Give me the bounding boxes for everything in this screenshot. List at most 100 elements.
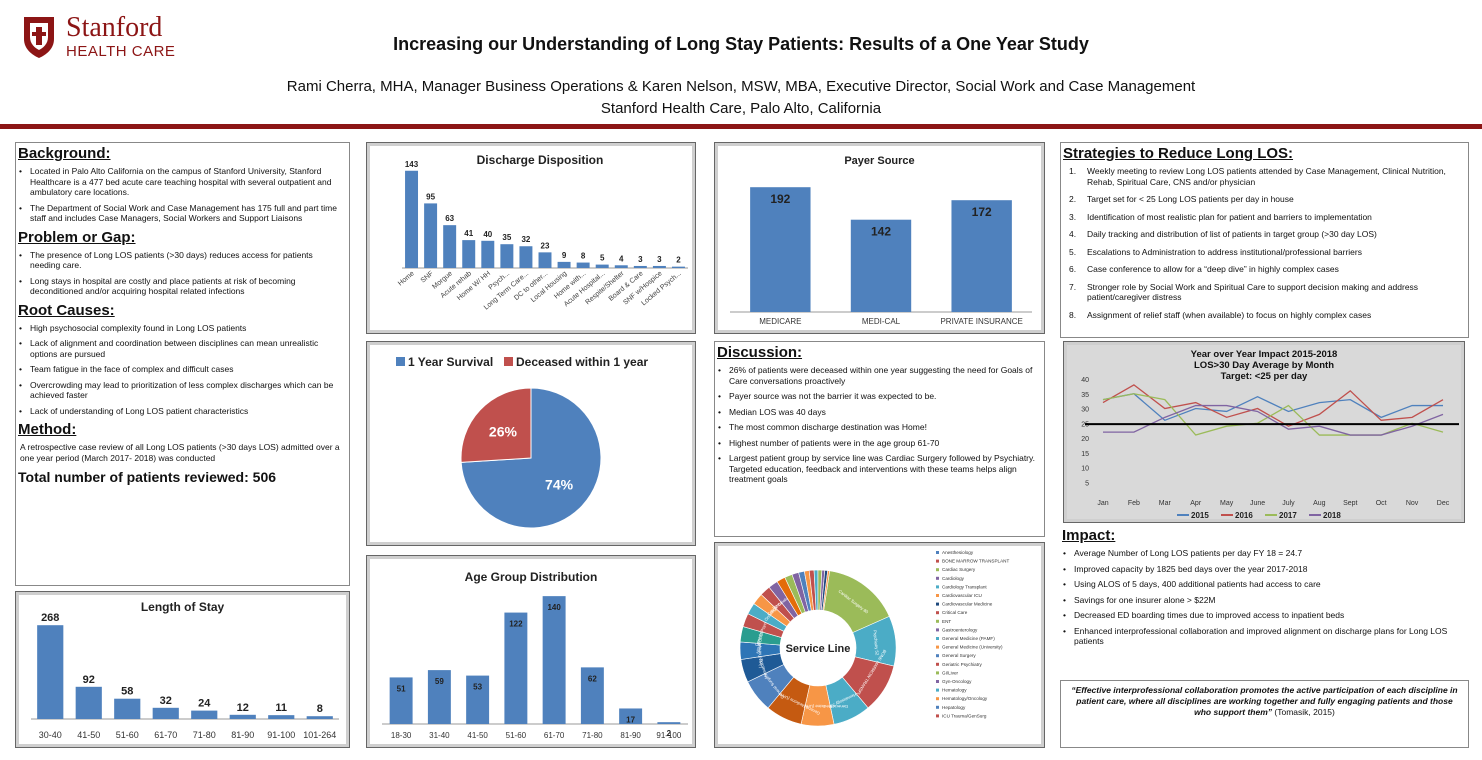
tick-label: 61-70 [544, 731, 565, 740]
bar [671, 266, 685, 268]
tick-label: Aug [1313, 500, 1326, 507]
data-label: 95 [426, 192, 435, 201]
legend-label: Cardiovascular ICU [942, 593, 982, 598]
list-item: 26% of patients were deceased within one… [717, 365, 1040, 386]
list-item: Average Number of Long LOS patients per … [1062, 548, 1465, 559]
logo-wordmark: Stanford [66, 12, 163, 43]
legend-swatch [936, 654, 939, 658]
tick-label: Dec [1437, 500, 1450, 507]
bar [850, 219, 912, 312]
discussion-panel: Discussion: 26% of patients were decease… [714, 341, 1045, 537]
list-item: 7. Stronger role by Social Work and Spiri… [1069, 281, 1419, 303]
list-item: The Department of Social Work and Case M… [18, 203, 345, 224]
data-label: 8 [581, 252, 586, 261]
bar [657, 722, 681, 724]
data-label: 23 [541, 241, 550, 250]
tick-label: 30 [1081, 407, 1089, 414]
tick-label: Mar [1159, 500, 1172, 507]
data-label: 172 [972, 205, 992, 219]
data-label: 32 [160, 695, 172, 707]
age-chart-panel: Age Group Distribution 51 18-30 59 31-40 53 41… [366, 555, 696, 748]
data-label: 268 [41, 612, 59, 624]
bar [619, 708, 643, 724]
problem-list: The presence of Long LOS patients (>30 d… [16, 250, 349, 297]
tick-label: Nov [1406, 500, 1419, 507]
data-label: 142 [871, 225, 891, 239]
slice-label: Liver Transplant 18 [757, 631, 763, 667]
legend-swatch [936, 576, 939, 580]
tick-label: 81-90 [620, 731, 641, 740]
data-label: 41 [464, 229, 473, 238]
bar [580, 667, 604, 724]
list-item: The most common discharge destination wa… [717, 422, 1040, 433]
legend-swatch [504, 357, 513, 366]
tick-label: 61-70 [154, 730, 177, 740]
bar [614, 265, 628, 268]
total-patients: Total number of patients reviewed: 506 [18, 469, 277, 485]
discussion-heading: Discussion: [717, 344, 803, 361]
bar [114, 698, 141, 719]
series-line [1103, 404, 1444, 436]
strategies-panel: Strategies to Reduce Long LOS: 1. Weekly … [1060, 142, 1469, 338]
legend-swatch [936, 568, 939, 572]
tick-label: 101-264 [303, 730, 336, 740]
tick-label: 5 [1085, 480, 1089, 487]
bar [443, 225, 457, 268]
bar [37, 625, 64, 719]
tick-label: May [1220, 500, 1234, 507]
age-chart: Age Group Distribution 51 18-30 59 31-40 53 41… [382, 570, 688, 740]
legend-label: Hematology/Oncology [942, 696, 988, 701]
bar [389, 677, 413, 724]
list-item: 3. Identification of most realistic plan … [1069, 211, 1372, 222]
root-causes-list: High psychosocial complexity found in Lo… [16, 323, 349, 417]
chart-title: Service Line [786, 643, 851, 655]
bar [538, 252, 552, 268]
poster-title: Increasing our Understanding of Long Sta… [393, 34, 1089, 54]
root-causes-heading: Root Causes: [18, 301, 115, 319]
author-line: Rami Cherra, MHA, Manager Business Opera… [286, 78, 1196, 95]
header-divider [0, 124, 1482, 129]
data-label: 11 [275, 702, 287, 714]
data-label: 192 [770, 192, 790, 206]
legend-swatch [396, 357, 405, 366]
bar [268, 715, 295, 719]
survival-chart: 1 Year Survival Deceased within 1 year 74%… [396, 355, 648, 529]
legend-label: ICU Trauma/GenSurg [942, 713, 987, 718]
data-label: 17 [626, 715, 635, 724]
bar [750, 187, 811, 312]
tick-label: Feb [1128, 500, 1140, 507]
tick-label: 40 [1081, 377, 1089, 384]
data-label: 51 [397, 684, 406, 693]
tick-label: 51-60 [116, 730, 139, 740]
pie-slice [460, 387, 532, 463]
legend-label: Anesthesiology [942, 550, 974, 555]
tick-label: Oct [1376, 500, 1387, 507]
bar [405, 170, 419, 268]
legend-swatch [936, 680, 939, 683]
list-item: Highest number of patients were in the a… [717, 438, 1040, 449]
legend-label: Deceased within 1 year [516, 355, 648, 369]
tick-label: July [1282, 500, 1295, 507]
legend-swatch [936, 714, 939, 718]
chart-title: Age Group Distribution [465, 570, 598, 584]
legend-label: 2016 [1235, 511, 1253, 519]
data-label: 2 [676, 256, 681, 265]
donut-slice [822, 570, 830, 611]
tick-label: 18-30 [391, 731, 412, 740]
tick-label: June [1250, 500, 1265, 507]
series-line [1102, 384, 1444, 427]
slice-label: NEUROLOGY 16 [755, 621, 766, 655]
legend-label: Gyn-Oncology [942, 679, 972, 684]
legend-label: Cardiology Transplant [942, 584, 987, 589]
legend-label: Critical Care [942, 610, 968, 615]
bar [152, 707, 179, 719]
slice-label: 74% [545, 476, 574, 492]
los-chart: Length of Stay 268 30-40 92 41-50 58 51-60 32 61… [31, 600, 339, 740]
list-item: 4. Daily tracking and distribution of lis… [1069, 229, 1377, 239]
legend-label: 2015 [1191, 511, 1209, 519]
list-item: Improved capacity by 1825 bed days over … [1062, 564, 1465, 575]
legend-label: General Surgery [942, 653, 976, 658]
bar [306, 716, 333, 719]
